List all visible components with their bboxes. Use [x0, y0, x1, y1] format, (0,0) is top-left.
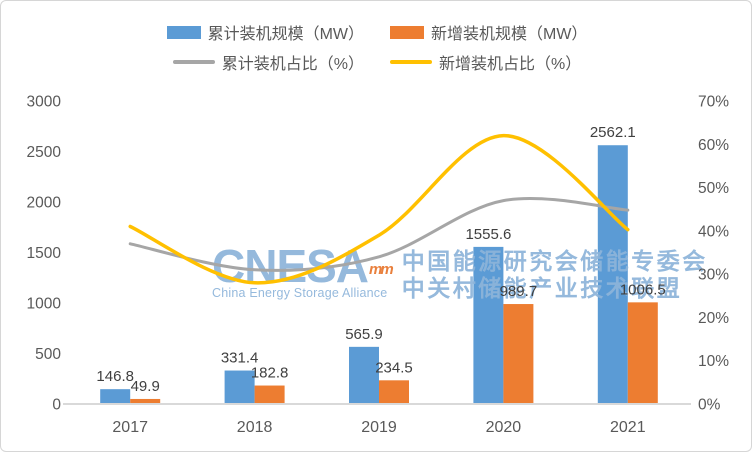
y-axis-right-tick-label: 10%	[698, 353, 729, 370]
trend-line-new-share	[128, 133, 630, 285]
x-axis-label: 2021	[610, 419, 646, 436]
y-axis-right-tick-label: 30%	[698, 267, 729, 284]
bar-cumulative-2019	[349, 346, 379, 404]
bar-value-label: 146.8	[96, 368, 134, 385]
legend-item: 累计装机占比（%）	[172, 50, 364, 74]
bar-value-label: 1555.6	[465, 226, 511, 243]
y-axis-left-tick-label: 3000	[27, 94, 62, 111]
bar-new-2019	[379, 380, 409, 404]
y-axis-left-tick-label: 2000	[27, 195, 62, 212]
x-axis-label: 2020	[486, 419, 522, 436]
y-axis-right-tick-label: 40%	[698, 223, 729, 240]
legend-bar-swatch	[390, 25, 424, 39]
legend-label: 新增装机规模（MW）	[431, 26, 588, 43]
bar-value-label: 565.9	[345, 326, 383, 343]
legend-label: 累计装机占比（%）	[221, 56, 364, 73]
bar-cumulative-2020	[473, 246, 504, 404]
y-axis-left-tick-label: 1000	[27, 296, 62, 313]
legend-item: 新增装机规模（MW）	[390, 20, 587, 44]
legend-label: 累计装机规模（MW）	[207, 26, 364, 43]
legend-bar-swatch	[166, 25, 201, 39]
legend-row-bars: 累计装机规模（MW） 新增装机规模（MW）	[1, 17, 751, 47]
bar-value-label: 49.9	[131, 378, 160, 395]
bar-value-label: 331.4	[221, 350, 259, 367]
y-axis-left-tick-label: 0	[52, 397, 61, 414]
bar-value-label: 1006.5	[620, 281, 666, 298]
x-axis-label: 2017	[112, 419, 148, 436]
legend-item: 新增装机占比（%）	[390, 50, 581, 74]
y-axis-left-tick-label: 2500	[27, 144, 62, 161]
bar-new-2018	[254, 385, 285, 404]
bar-cumulative-2017	[100, 389, 131, 404]
y-axis-left-tick-label: 1500	[27, 245, 62, 262]
bar-cumulative-2018	[224, 370, 255, 404]
y-axis-left-tick-label: 500	[35, 346, 61, 363]
legend-item: 累计装机规模（MW）	[166, 20, 364, 44]
bar-value-label: 989.7	[500, 283, 538, 300]
chart-legend: 累计装机规模（MW） 新增装机规模（MW） 累计装机占比（%） 新增装机占比（%）	[1, 17, 751, 77]
bar-new-2021	[627, 302, 658, 404]
x-axis-label: 2019	[361, 419, 397, 436]
legend-row-lines: 累计装机占比（%） 新增装机占比（%）	[1, 47, 751, 77]
y-axis-right-tick-label: 60%	[698, 137, 729, 154]
legend-line-swatch	[390, 60, 432, 64]
legend-label: 新增装机占比（%）	[439, 56, 582, 73]
y-axis-right-tick-label: 0%	[698, 397, 721, 414]
y-axis-right-tick-label: 50%	[698, 180, 729, 197]
bar-value-label: 234.5	[375, 359, 413, 376]
y-axis-right-tick-label: 20%	[698, 310, 729, 327]
bar-new-2020	[503, 304, 534, 404]
x-axis-label: 2018	[237, 419, 273, 436]
trend-line-cumulative-share	[128, 196, 630, 272]
legend-line-swatch	[172, 60, 215, 64]
bar-cumulative-2021	[597, 145, 628, 404]
bar-new-2017	[130, 398, 161, 404]
bar-value-label: 182.8	[251, 365, 289, 382]
y-axis-right-tick-label: 70%	[698, 94, 729, 111]
bar-value-label: 2562.1	[590, 124, 636, 141]
